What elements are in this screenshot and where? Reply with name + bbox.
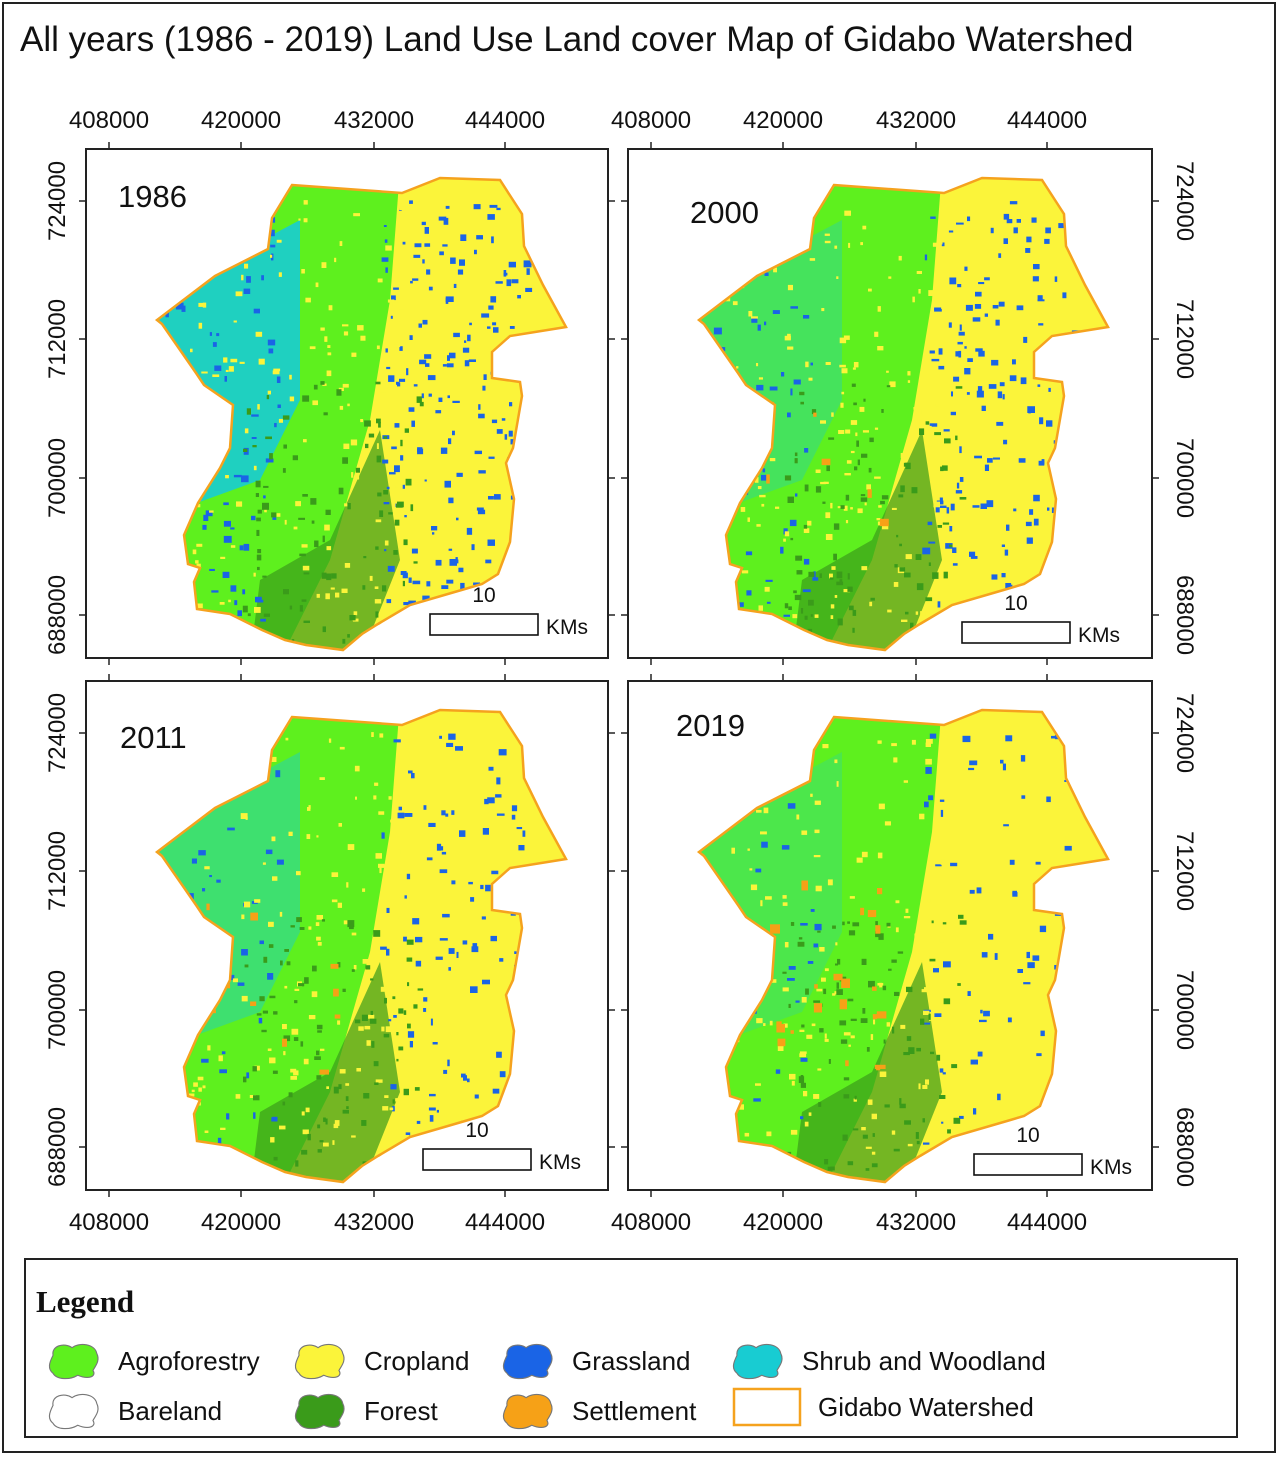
x-tick-label: 420000 [201,1209,281,1236]
legend-item-label: Settlement [572,1395,697,1426]
scale-bar: 10 KMs [429,584,588,639]
legend-title: Legend [36,1284,135,1319]
y-tick-label-right: 724000 [1171,693,1198,773]
x-tick-label: 408000 [611,107,691,134]
legend-item-label: Cropland [364,1345,470,1376]
x-tick-label: 420000 [743,107,823,134]
map-title: All years (1986 - 2019) Land Use Land co… [20,20,1134,59]
legend-item-label: Agroforestry [118,1345,260,1376]
x-tick-label: 432000 [876,107,956,134]
x-tick-label: 408000 [611,1209,691,1236]
land-cover-swatch-icon [502,1393,553,1430]
scale-bar-value: 10 [465,1119,488,1142]
x-tick-label: 444000 [1007,107,1087,134]
x-tick-label: 444000 [465,107,545,134]
land-cover-swatch-icon [48,1343,99,1380]
legend-item-label: Gidabo Watershed [818,1391,1034,1422]
x-tick-label: 408000 [69,107,149,134]
land-cover-swatch-icon [732,1343,783,1380]
legend-item-label: Bareland [118,1395,223,1426]
y-tick-label-right: 712000 [1171,299,1198,379]
y-tick-label-right: 724000 [1171,161,1198,241]
map-panels: 1986 10 KMs 2000 10 KMs 2011 10 KMs 2019 10 KMs 4080… [44,107,1198,1236]
legend-item-label: Shrub and Woodland [802,1345,1046,1376]
legend-item-forest: Forest [290,1390,438,1432]
panel-year-label: 2011 [120,720,187,755]
x-tick-label: 432000 [334,1209,414,1236]
x-tick-label: 408000 [69,1209,149,1236]
land-cover-swatch-icon [294,1343,345,1380]
y-tick-label-left: 700000 [44,438,71,518]
land-cover-swatch-icon [502,1343,553,1380]
scale-bar-value: 10 [1016,1124,1039,1147]
map-panel-2000: 2000 10 KMs [621,142,1159,665]
legend-item-cropland: Cropland [290,1340,470,1382]
scale-bar-value: 10 [472,584,495,607]
legend-item-agroforestry: Agroforestry [44,1340,260,1382]
x-tick-label: 420000 [743,1209,823,1236]
scale-bar-value: 10 [1004,592,1027,615]
scale-bar-unit: KMs [546,616,588,639]
y-tick-label-right: 700000 [1171,438,1198,518]
y-tick-label-left: 688000 [44,575,71,655]
legend-item-gidabo-watershed: Gidabo Watershed [732,1386,1034,1428]
x-tick-label: 420000 [201,107,281,134]
legend-box: Legend Agroforestry Cropland Grassland Shru… [24,1258,1238,1438]
y-tick-label-left: 712000 [44,299,71,379]
y-tick-label-right: 688000 [1171,1107,1198,1187]
x-tick-label: 432000 [334,107,414,134]
panel-year-label: 2000 [690,195,759,230]
y-tick-label-right: 700000 [1171,970,1198,1050]
scale-bar-unit: KMs [1078,624,1120,647]
y-tick-label-left: 700000 [44,970,71,1050]
y-tick-label-right: 688000 [1171,575,1198,655]
scale-bar: 10 KMs [973,1124,1132,1179]
boundary-swatch-icon [732,1387,802,1427]
legend-item-label: Grassland [572,1345,691,1376]
panel-year-label: 1986 [118,179,187,214]
legend-item-bareland: Bareland [44,1390,222,1432]
panel-year-label: 2019 [676,708,745,743]
x-tick-label: 444000 [1007,1209,1087,1236]
scale-bar-unit: KMs [1090,1156,1132,1179]
map-panel-1986: 1986 10 KMs [79,142,615,665]
legend-item-label: Forest [364,1395,438,1426]
legend-item-grassland: Grassland [498,1340,691,1382]
y-tick-label-left: 724000 [44,161,71,241]
legend-item-settlement: Settlement [498,1390,696,1432]
scale-bar: 10 KMs [961,592,1120,647]
legend-item-shrub-and-woodland: Shrub and Woodland [728,1340,1046,1382]
land-cover-swatch-icon [48,1393,99,1430]
map-panel-2011: 2011 10 KMs [79,674,615,1197]
scale-bar: 10 KMs [422,1119,581,1174]
map-panel-2019: 2019 10 KMs [621,674,1159,1197]
y-tick-label-left: 724000 [44,693,71,773]
y-tick-label-left: 712000 [44,831,71,911]
y-tick-label-left: 688000 [44,1107,71,1187]
x-tick-label: 432000 [876,1209,956,1236]
y-tick-label-right: 712000 [1171,831,1198,911]
land-cover-swatch-icon [294,1393,345,1430]
x-tick-label: 444000 [465,1209,545,1236]
scale-bar-unit: KMs [539,1151,581,1174]
